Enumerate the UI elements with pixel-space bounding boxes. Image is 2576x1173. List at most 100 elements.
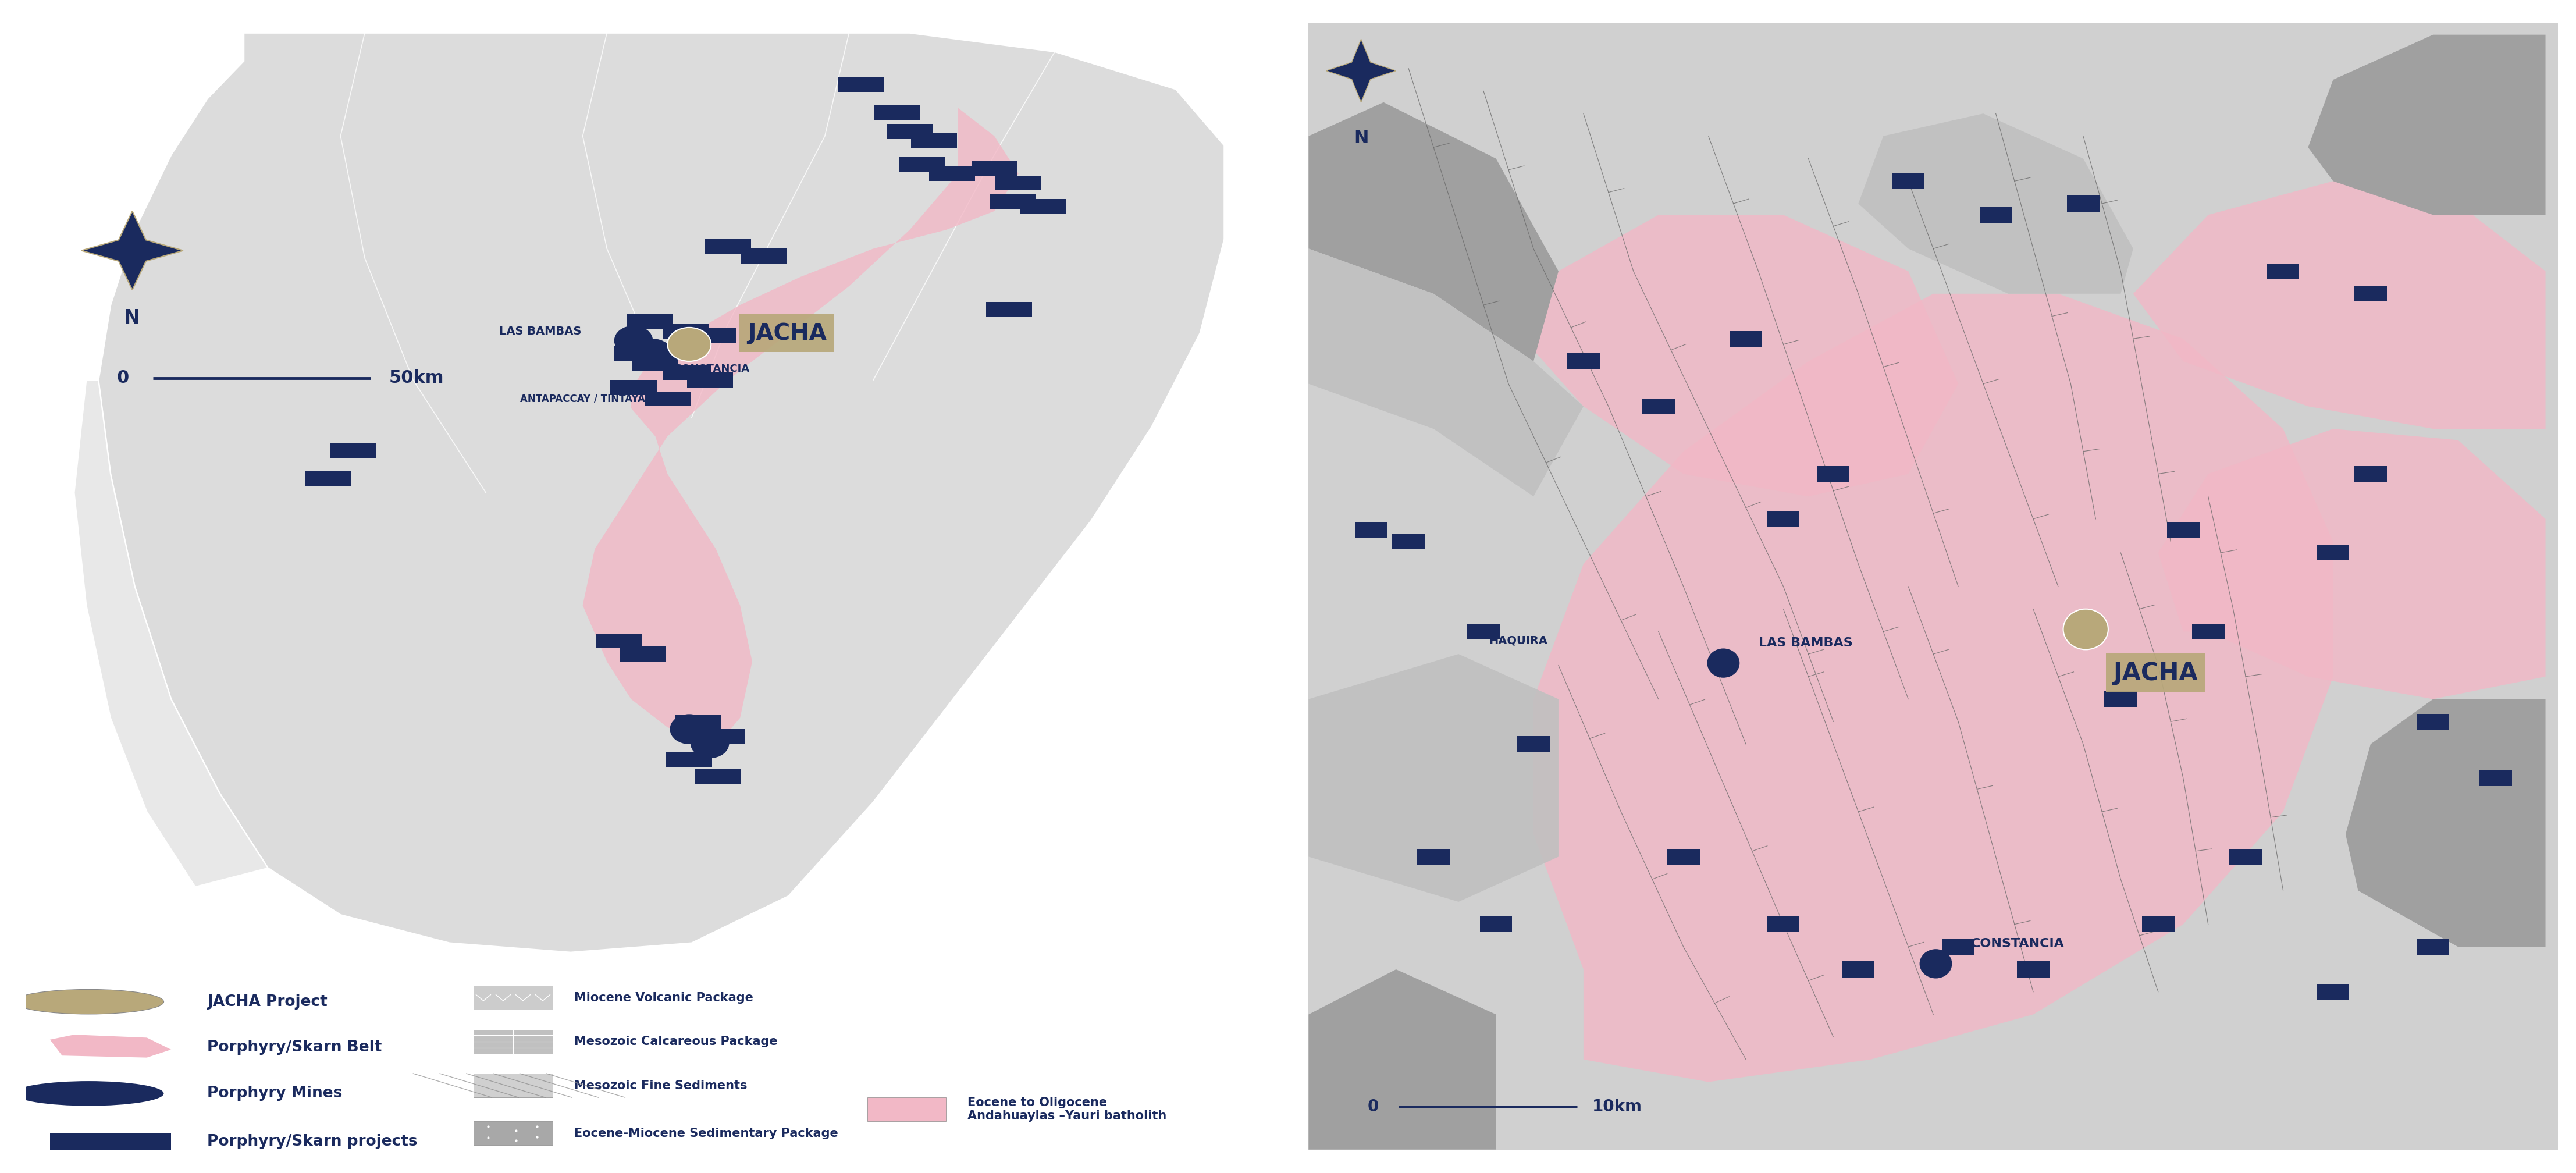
Polygon shape bbox=[49, 1035, 170, 1058]
Bar bbox=[662, 324, 708, 339]
Bar bbox=[690, 327, 737, 343]
Polygon shape bbox=[2347, 699, 2545, 947]
Text: ANTAPACCAY / TINTAYA: ANTAPACCAY / TINTAYA bbox=[520, 394, 644, 404]
Bar bbox=[1891, 174, 1924, 189]
Bar bbox=[987, 303, 1033, 317]
Bar bbox=[474, 1121, 551, 1145]
Text: CONSTANCIA: CONSTANCIA bbox=[672, 364, 750, 374]
Bar bbox=[2316, 984, 2349, 999]
Circle shape bbox=[667, 327, 711, 361]
Polygon shape bbox=[1309, 969, 1497, 1150]
Bar bbox=[2228, 849, 2262, 865]
Circle shape bbox=[1919, 949, 1953, 978]
Bar bbox=[930, 167, 974, 181]
Bar bbox=[662, 365, 708, 380]
Bar bbox=[696, 768, 742, 784]
Bar bbox=[1479, 916, 1512, 933]
Bar bbox=[2316, 544, 2349, 561]
Bar bbox=[1978, 206, 2012, 223]
Polygon shape bbox=[1309, 249, 1584, 496]
Text: Eocene-Miocene Sedimentary Package: Eocene-Miocene Sedimentary Package bbox=[574, 1127, 837, 1139]
Bar bbox=[1767, 916, 1801, 933]
Bar bbox=[644, 392, 690, 406]
Bar bbox=[837, 77, 884, 91]
Bar bbox=[1566, 353, 1600, 369]
Polygon shape bbox=[98, 33, 1224, 952]
Bar bbox=[2166, 522, 2200, 538]
Bar bbox=[1020, 199, 1066, 213]
Text: 0: 0 bbox=[1368, 1099, 1378, 1114]
Bar bbox=[688, 373, 732, 387]
Text: Porphyry/Skarn Belt: Porphyry/Skarn Belt bbox=[206, 1040, 381, 1056]
Bar bbox=[1355, 522, 1388, 538]
Bar bbox=[1942, 938, 1976, 955]
Bar bbox=[706, 239, 752, 255]
Bar bbox=[2354, 286, 2388, 301]
Bar bbox=[2267, 263, 2300, 279]
Bar bbox=[621, 646, 667, 662]
Text: Porphyry Mines: Porphyry Mines bbox=[206, 1086, 343, 1101]
Text: Mesozoic Calcareous Package: Mesozoic Calcareous Package bbox=[574, 1036, 778, 1047]
Polygon shape bbox=[1309, 655, 1558, 902]
Text: N: N bbox=[1355, 130, 1368, 147]
Text: Eocene to Oligocene
Andahuaylas –Yauri batholith: Eocene to Oligocene Andahuaylas –Yauri b… bbox=[969, 1097, 1167, 1123]
Polygon shape bbox=[2308, 35, 2545, 215]
Bar bbox=[2192, 624, 2226, 639]
Bar bbox=[868, 1098, 945, 1121]
Polygon shape bbox=[82, 211, 183, 290]
Bar bbox=[2141, 916, 2174, 933]
Polygon shape bbox=[2133, 181, 2545, 429]
Bar bbox=[1767, 511, 1801, 527]
Bar bbox=[742, 249, 788, 264]
Text: LAS BAMBAS: LAS BAMBAS bbox=[1759, 637, 1852, 649]
Bar bbox=[2416, 713, 2450, 730]
Bar bbox=[49, 1133, 170, 1150]
Bar bbox=[2017, 962, 2050, 977]
Text: Miocene Volcanic Package: Miocene Volcanic Package bbox=[574, 992, 752, 1004]
Bar bbox=[989, 195, 1036, 209]
Bar bbox=[1468, 624, 1499, 639]
Bar bbox=[1728, 331, 1762, 347]
Text: JACHA: JACHA bbox=[2112, 660, 2197, 685]
Text: 10km: 10km bbox=[1592, 1099, 1643, 1114]
Bar bbox=[667, 753, 711, 767]
Polygon shape bbox=[1857, 114, 2133, 293]
Polygon shape bbox=[75, 380, 268, 887]
Bar bbox=[1517, 737, 1551, 752]
Bar bbox=[873, 106, 920, 120]
Polygon shape bbox=[582, 108, 1018, 746]
Bar bbox=[899, 157, 945, 171]
Text: Mesozoic Fine Sediments: Mesozoic Fine Sediments bbox=[574, 1079, 747, 1091]
Bar bbox=[474, 1073, 551, 1098]
Bar bbox=[1391, 534, 1425, 549]
Bar bbox=[971, 162, 1018, 176]
Text: JACHA: JACHA bbox=[747, 323, 827, 345]
Circle shape bbox=[634, 339, 672, 368]
Bar bbox=[912, 134, 956, 148]
Bar bbox=[611, 380, 657, 395]
Bar bbox=[1417, 849, 1450, 865]
Circle shape bbox=[1708, 649, 1739, 678]
Bar bbox=[330, 443, 376, 457]
Text: JACHA Project: JACHA Project bbox=[206, 995, 327, 1009]
Text: CONSTANCIA: CONSTANCIA bbox=[1971, 937, 2063, 949]
Circle shape bbox=[13, 1082, 165, 1106]
Circle shape bbox=[613, 326, 652, 355]
Bar bbox=[1667, 849, 1700, 865]
Bar bbox=[307, 472, 350, 486]
Bar bbox=[631, 355, 677, 371]
Bar bbox=[1842, 962, 1875, 977]
Polygon shape bbox=[1533, 215, 1958, 496]
Bar bbox=[886, 124, 933, 138]
Text: N: N bbox=[124, 308, 142, 327]
Bar bbox=[2354, 466, 2388, 482]
Circle shape bbox=[2063, 609, 2107, 650]
Polygon shape bbox=[1327, 39, 1396, 102]
Bar bbox=[1641, 399, 1674, 414]
Circle shape bbox=[13, 989, 165, 1015]
Polygon shape bbox=[1533, 293, 2334, 1082]
Bar bbox=[2478, 769, 2512, 786]
Polygon shape bbox=[1309, 102, 1558, 361]
Polygon shape bbox=[2159, 429, 2545, 699]
Bar bbox=[675, 716, 721, 730]
